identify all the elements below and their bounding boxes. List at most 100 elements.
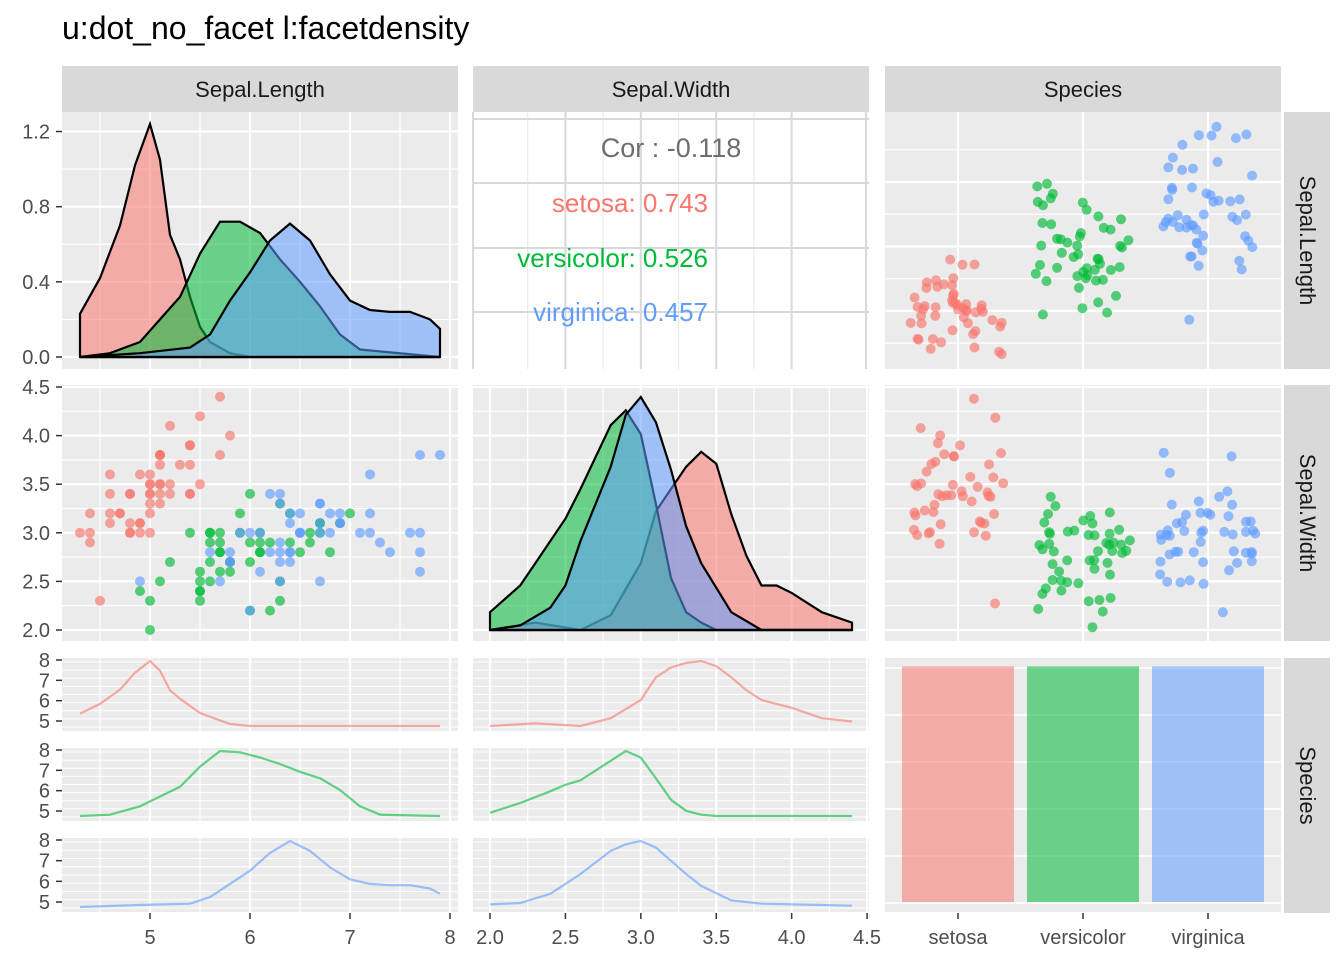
point-virginica xyxy=(1166,182,1177,193)
point-versicolor xyxy=(265,605,275,616)
point-versicolor xyxy=(1105,265,1116,275)
point-setosa xyxy=(930,310,941,321)
point-setosa xyxy=(996,317,1007,328)
point-virginica xyxy=(1162,576,1173,587)
point-setosa xyxy=(974,516,985,527)
strip-top-label: Sepal.Width xyxy=(612,77,731,102)
point-setosa xyxy=(195,479,205,490)
point-virginica xyxy=(1158,447,1169,458)
point-setosa xyxy=(955,440,966,451)
point-versicolor xyxy=(1091,275,1101,286)
point-versicolor xyxy=(1108,537,1119,548)
point-virginica xyxy=(1226,451,1237,462)
point-virginica xyxy=(1241,129,1252,140)
point-setosa xyxy=(989,509,1000,519)
point-virginica xyxy=(285,547,295,558)
point-virginica xyxy=(1240,526,1251,537)
point-virginica xyxy=(1223,511,1234,522)
point-setosa xyxy=(957,259,968,270)
point-setosa xyxy=(215,391,225,402)
point-virginica xyxy=(355,527,365,538)
point-versicolor xyxy=(235,508,245,519)
point-setosa xyxy=(935,430,946,441)
point-setosa xyxy=(936,337,947,348)
point-virginica xyxy=(215,576,225,587)
point-setosa xyxy=(185,488,195,499)
y-tick-label: 5 xyxy=(39,801,50,823)
point-virginica xyxy=(1247,170,1258,181)
point-versicolor xyxy=(1089,563,1100,574)
point-versicolor xyxy=(1048,546,1059,557)
point-virginica xyxy=(1184,575,1195,586)
point-versicolor xyxy=(215,566,225,577)
point-setosa xyxy=(948,273,959,284)
point-versicolor xyxy=(1114,262,1125,273)
point-versicolor xyxy=(205,557,215,567)
x-tick-label: 2.0 xyxy=(476,927,504,949)
point-setosa xyxy=(945,254,956,265)
point-versicolor xyxy=(1077,197,1088,208)
point-virginica xyxy=(1246,556,1257,567)
point-setosa xyxy=(155,459,165,470)
point-setosa xyxy=(921,283,932,293)
point-setosa xyxy=(962,318,973,329)
y-tick-label: 7 xyxy=(39,851,50,873)
point-setosa xyxy=(145,508,155,519)
point-setosa xyxy=(934,538,945,549)
point-setosa xyxy=(913,334,924,345)
density-area-virginica xyxy=(489,395,852,632)
point-virginica xyxy=(1232,557,1243,568)
point-virginica xyxy=(1234,194,1245,205)
point-versicolor xyxy=(1050,501,1061,511)
point-versicolor xyxy=(1111,290,1121,301)
panel-scatter-length-width xyxy=(62,385,458,641)
point-virginica xyxy=(1224,565,1235,576)
point-virginica xyxy=(1250,528,1261,539)
point-virginica xyxy=(415,450,425,460)
point-virginica xyxy=(1186,251,1197,262)
point-virginica xyxy=(385,547,395,558)
panel-facet-density-sepal-length-line-virginica xyxy=(79,839,441,909)
point-virginica xyxy=(285,508,295,519)
point-versicolor xyxy=(1102,557,1113,568)
point-versicolor xyxy=(305,527,315,538)
y-tick-label: 6 xyxy=(39,781,50,803)
y-tick-label: 3.0 xyxy=(22,523,50,545)
point-setosa xyxy=(965,471,976,482)
point-virginica xyxy=(1225,196,1236,207)
point-setosa xyxy=(987,315,998,326)
correlation-setosa: setosa: 0.743 xyxy=(552,188,708,218)
point-virginica xyxy=(255,527,265,538)
point-versicolor xyxy=(1117,548,1128,559)
point-virginica xyxy=(1197,245,1208,256)
bar-virginica xyxy=(1152,666,1264,902)
point-versicolor xyxy=(205,537,215,548)
point-virginica xyxy=(1181,509,1191,520)
point-versicolor xyxy=(1095,258,1105,269)
point-versicolor xyxy=(1093,297,1104,308)
point-setosa xyxy=(95,595,105,606)
point-versicolor xyxy=(1105,224,1116,235)
point-virginica xyxy=(1193,260,1204,271)
point-virginica xyxy=(325,508,335,519)
point-versicolor xyxy=(1107,546,1118,556)
x-tick-label: 3.5 xyxy=(702,927,730,949)
point-virginica xyxy=(1222,486,1233,497)
strip-top-label: Sepal.Length xyxy=(195,77,325,102)
point-setosa xyxy=(961,305,972,316)
x-tick-label: 7 xyxy=(344,927,355,949)
point-setosa xyxy=(994,346,1004,357)
point-versicolor xyxy=(1074,282,1084,293)
point-setosa xyxy=(145,498,155,509)
point-versicolor xyxy=(305,537,315,548)
point-setosa xyxy=(996,448,1006,459)
strip-right-label: Species xyxy=(1295,746,1320,824)
point-versicolor xyxy=(1105,569,1115,580)
point-virginica xyxy=(415,547,425,558)
point-setosa xyxy=(155,479,165,490)
point-versicolor xyxy=(1037,588,1048,599)
point-virginica xyxy=(1155,529,1166,540)
x-tick-label: 8 xyxy=(444,927,455,949)
point-versicolor xyxy=(1083,596,1094,607)
point-virginica xyxy=(415,566,425,577)
